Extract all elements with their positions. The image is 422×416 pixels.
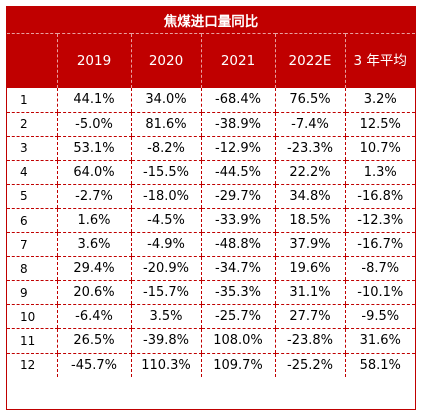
value-cell: 19.6% [274,256,345,282]
month-cell: 3 [7,136,57,161]
value-cell: -33.9% [200,208,275,234]
month-cell: 4 [7,160,57,185]
table-row: 10 -6.4% 3.5% -25.7% 27.7% -9.5% [7,304,415,330]
header-col-1: 2019 [56,33,131,88]
coking-coal-import-yoy-table: 焦煤进口量同比 2019 2020 2021 2022E 3 年平均 1 44.1% 34.… [7,7,415,378]
value-cell: 29.4% [56,256,131,282]
value-cell: -38.9% [200,112,275,137]
month-cell: 1 [7,88,57,113]
value-cell: -23.3% [274,136,345,161]
header-row: 2019 2020 2021 2022E 3 年平均 [7,33,415,88]
data-table-container: 焦煤进口量同比 2019 2020 2021 2022E 3 年平均 1 44.1% 34.… [6,6,416,410]
month-cell: 5 [7,184,57,209]
value-cell: 26.5% [56,328,131,354]
table-row: 9 20.6% -15.7% -35.3% 31.1% -10.1% [7,280,415,306]
table-row: 11 26.5% -39.8% 108.0% -23.8% 31.6% [7,328,415,354]
value-cell: -8.2% [130,136,201,161]
value-cell: 108.0% [200,328,275,354]
table-row: 6 1.6% -4.5% -33.9% 18.5% -12.3% [7,208,415,234]
value-cell: -48.8% [200,232,275,258]
table-row: 3 53.1% -8.2% -12.9% -23.3% 10.7% [7,136,415,161]
header-col-4: 2022E [274,33,345,88]
table-body: 1 44.1% 34.0% -68.4% 76.5% 3.2% 2 -5.0% 81.6% -38… [7,88,415,378]
value-cell: 18.5% [274,208,345,234]
value-cell: -10.1% [344,280,415,306]
value-cell: 109.7% [200,353,275,378]
month-cell: 9 [7,280,57,306]
month-cell: 11 [7,328,57,354]
value-cell: 3.2% [344,88,415,113]
value-cell: 76.5% [274,88,345,113]
value-cell: -35.3% [200,280,275,306]
value-cell: 31.1% [274,280,345,306]
value-cell: 34.0% [130,88,201,113]
value-cell: -15.5% [130,160,201,185]
header-col-3: 2021 [200,33,275,88]
month-cell: 8 [7,256,57,282]
month-cell: 7 [7,232,57,258]
value-cell: -23.8% [274,328,345,354]
value-cell: -34.7% [200,256,275,282]
value-cell: 22.2% [274,160,345,185]
value-cell: 37.9% [274,232,345,258]
month-cell: 10 [7,304,57,330]
month-cell: 6 [7,208,57,234]
value-cell: -29.7% [200,184,275,209]
header-month [7,33,57,88]
table-title: 焦煤进口量同比 [7,7,415,34]
value-cell: -2.7% [56,184,131,209]
value-cell: 20.6% [56,280,131,306]
value-cell: 12.5% [344,112,415,137]
value-cell: -4.9% [130,232,201,258]
table-row: 12 -45.7% 110.3% 109.7% -25.2% 58.1% [7,353,415,378]
value-cell: -20.9% [130,256,201,282]
table-row: 8 29.4% -20.9% -34.7% 19.6% -8.7% [7,256,415,282]
value-cell: 110.3% [130,353,201,378]
value-cell: -9.5% [344,304,415,330]
value-cell: -7.4% [274,112,345,137]
value-cell: -15.7% [130,280,201,306]
table-row: 5 -2.7% -18.0% -29.7% 34.8% -16.8% [7,184,415,209]
value-cell: 1.3% [344,160,415,185]
value-cell: 81.6% [130,112,201,137]
value-cell: -6.4% [56,304,131,330]
value-cell: 58.1% [344,353,415,378]
value-cell: -12.3% [344,208,415,234]
value-cell: 3.6% [56,232,131,258]
value-cell: 3.5% [130,304,201,330]
value-cell: -8.7% [344,256,415,282]
value-cell: 10.7% [344,136,415,161]
value-cell: 34.8% [274,184,345,209]
value-cell: 31.6% [344,328,415,354]
value-cell: -25.2% [274,353,345,378]
value-cell: -18.0% [130,184,201,209]
table-row: 7 3.6% -4.9% -48.8% 37.9% -16.7% [7,232,415,258]
table-row: 2 -5.0% 81.6% -38.9% -7.4% 12.5% [7,112,415,137]
value-cell: 53.1% [56,136,131,161]
month-cell: 12 [20,358,36,373]
value-cell: -4.5% [130,208,201,234]
header-col-5: 3 年平均 [344,33,415,88]
value-cell: -25.7% [200,304,275,330]
value-cell: 64.0% [56,160,131,185]
value-cell: 44.1% [56,88,131,113]
value-cell: -39.8% [130,328,201,354]
value-cell: -5.0% [56,112,131,137]
value-cell: -12.9% [200,136,275,161]
value-cell: -45.7% [56,353,131,378]
month-cell: 2 [7,112,57,137]
table-row: 1 44.1% 34.0% -68.4% 76.5% 3.2% [7,88,415,113]
header-col-2: 2020 [130,33,201,88]
value-cell: -68.4% [200,88,275,113]
value-cell: 27.7% [274,304,345,330]
value-cell: -16.7% [344,232,415,258]
value-cell: 1.6% [56,208,131,234]
value-cell: -16.8% [344,184,415,209]
value-cell: -44.5% [200,160,275,185]
table-row: 4 64.0% -15.5% -44.5% 22.2% 1.3% [7,160,415,185]
